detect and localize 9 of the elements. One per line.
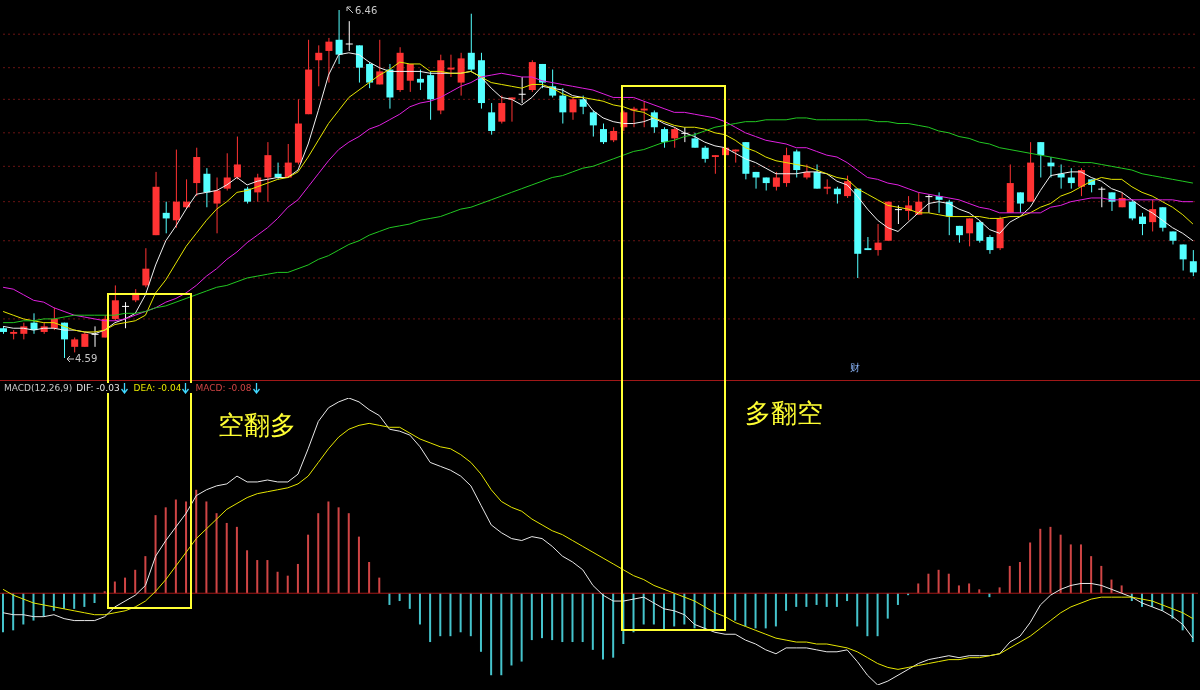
annotation: 6.46 [355,5,378,16]
annotation: 4.59 [75,353,98,364]
text: DIF: -0.03 [76,383,120,393]
text: MACD: -0.08 [195,383,252,393]
annotation: 多翻空 [745,398,823,428]
annotation: 空翻多 [218,410,296,440]
text: 财 [850,362,860,373]
text: DEA: -0.04 [133,383,182,393]
chart-title: MACD(12,26,9) [4,383,73,393]
